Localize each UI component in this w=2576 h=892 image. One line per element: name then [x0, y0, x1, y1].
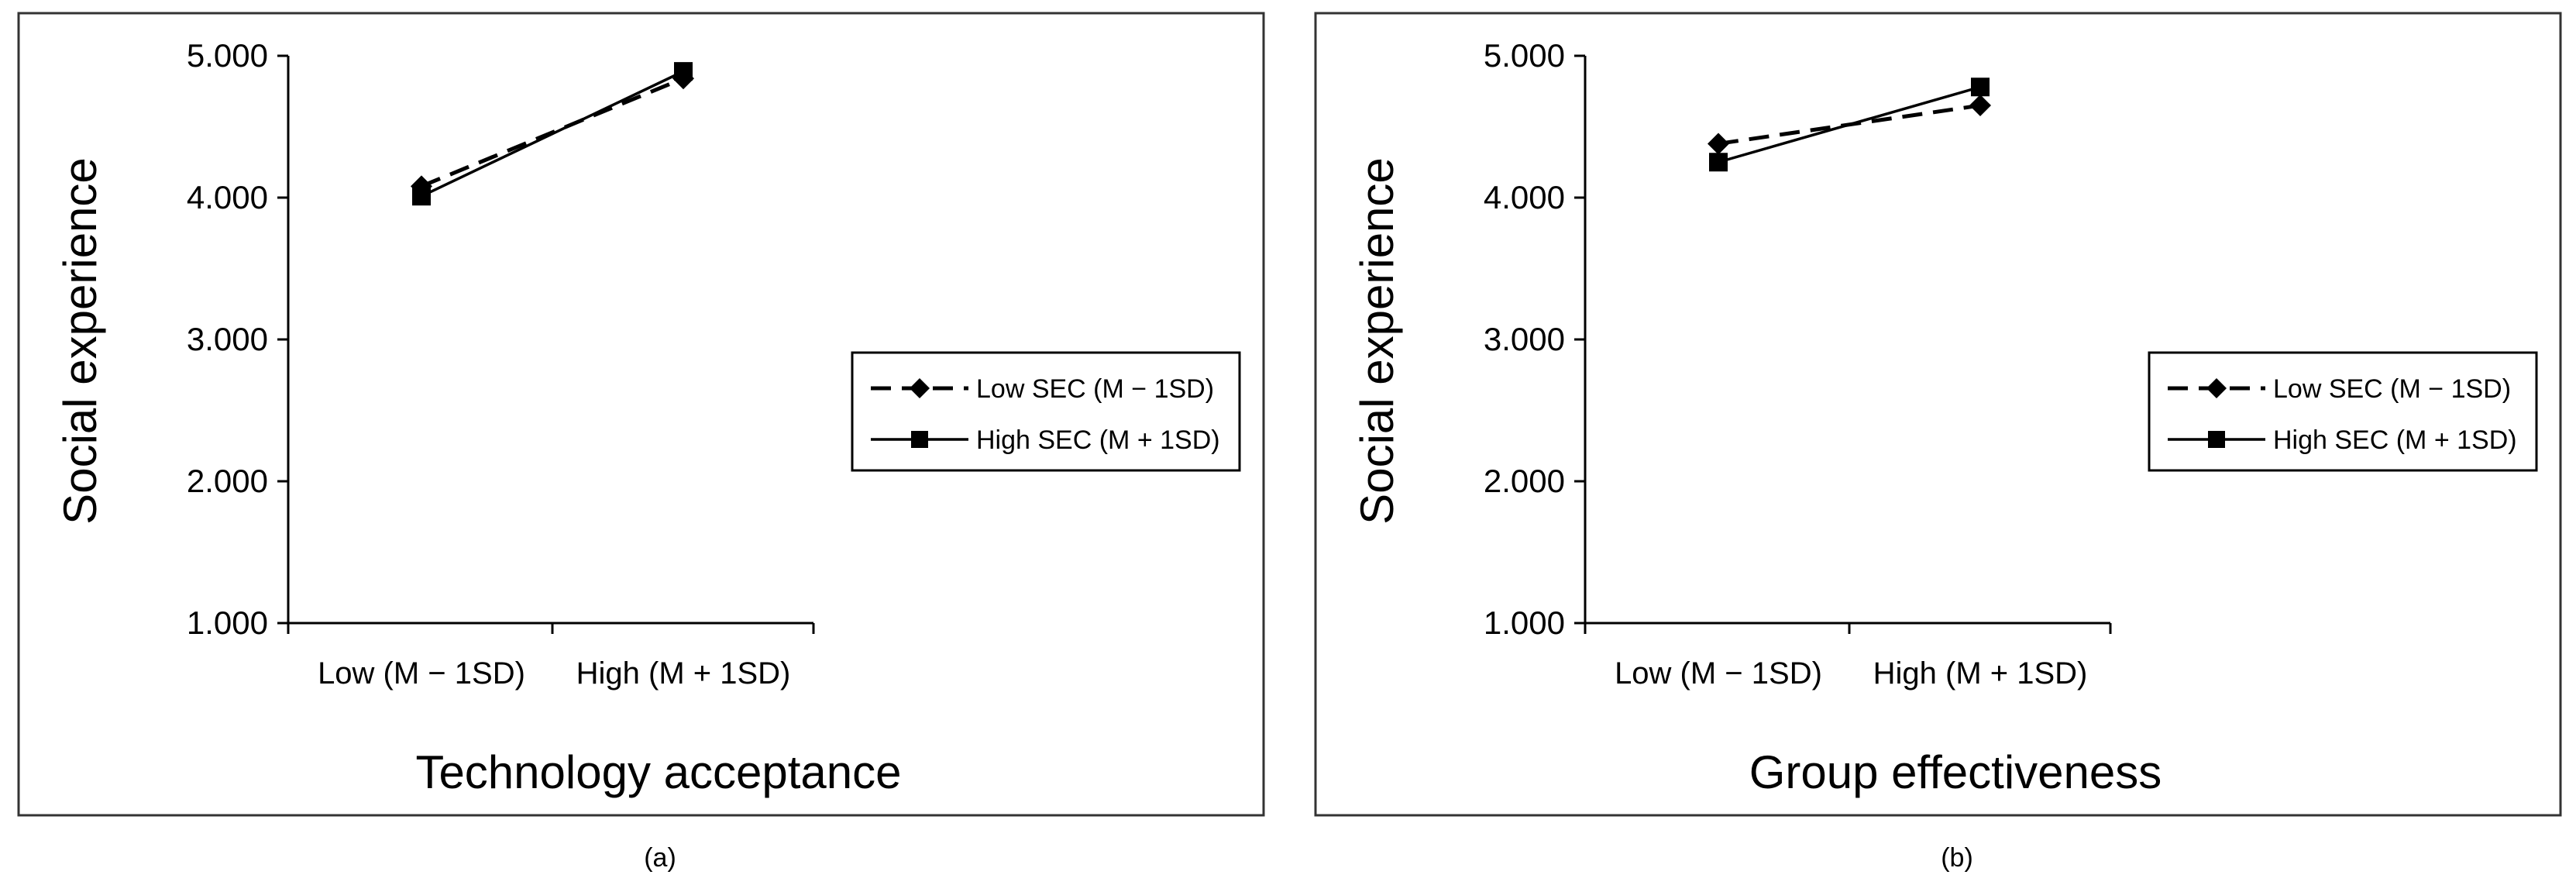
data-point-diamond	[1708, 133, 1729, 155]
panel-caption: (b)	[1941, 843, 1973, 873]
x-tick-label: High (M + 1SD)	[1873, 656, 2088, 691]
y-tick-label: 1.000	[1484, 604, 1565, 641]
panel-caption: (a)	[644, 843, 676, 873]
legend-label: Low SEC (M − 1SD)	[976, 374, 1214, 404]
y-tick-label: 2.000	[1484, 463, 1565, 499]
data-point-square	[1971, 77, 1990, 97]
y-tick-label: 4.000	[1484, 179, 1565, 215]
legend-marker-square	[2208, 431, 2225, 448]
legend-label: High SEC (M + 1SD)	[976, 425, 1220, 455]
legend-marker-diamond	[910, 378, 930, 398]
x-axis-title: Technology acceptance	[415, 746, 901, 798]
legend-label: High SEC (M + 1SD)	[2273, 425, 2517, 455]
data-point-square	[674, 62, 693, 81]
y-axis-title: Social experience	[54, 157, 106, 525]
x-axis-title: Group effectiveness	[1749, 746, 2162, 798]
data-point-square	[1709, 153, 1728, 172]
legend-box	[2148, 351, 2538, 472]
data-point-diamond	[1969, 95, 1991, 117]
y-tick-label: 5.000	[1484, 37, 1565, 74]
chart-panel-b: 1.000 2.000 3.000 4.000 5.000 Low (M − 1SD) Hi…	[1314, 12, 2562, 873]
y-tick-label: 1.000	[187, 604, 268, 641]
y-tick-label: 4.000	[187, 179, 268, 215]
chart-panel-a: 1.000 2.000 3.000 4.000 5.000 Low (M − 1SD) Hi…	[17, 12, 1265, 873]
y-tick-label: 5.000	[187, 37, 268, 74]
panel-frame	[1314, 12, 2562, 817]
legend-box	[851, 351, 1241, 472]
x-tick-label: High (M + 1SD)	[576, 656, 791, 691]
x-tick-label: Low (M − 1SD)	[1615, 656, 1822, 691]
y-tick-label: 2.000	[187, 463, 268, 499]
legend-label: Low SEC (M − 1SD)	[2273, 374, 2511, 404]
legend-marker-diamond	[2206, 378, 2227, 398]
x-tick-label: Low (M − 1SD)	[318, 656, 525, 691]
panel-frame	[17, 12, 1265, 817]
y-tick-label: 3.000	[1484, 321, 1565, 357]
y-axis-title: Social experience	[1351, 157, 1403, 525]
series-line-high-sec	[421, 70, 684, 198]
series-line-high-sec	[1718, 85, 1981, 164]
legend-marker-square	[911, 431, 928, 448]
y-tick-label: 3.000	[187, 321, 268, 357]
data-point-square	[412, 187, 431, 206]
